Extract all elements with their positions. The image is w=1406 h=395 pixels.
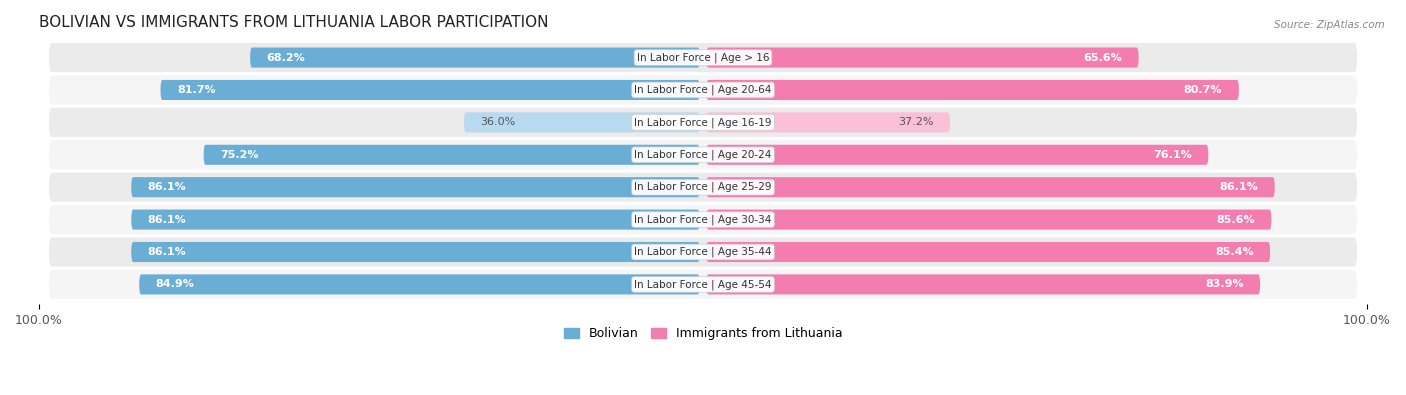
Text: In Labor Force | Age 30-34: In Labor Force | Age 30-34 xyxy=(634,214,772,225)
Legend: Bolivian, Immigrants from Lithuania: Bolivian, Immigrants from Lithuania xyxy=(558,322,848,346)
Text: In Labor Force | Age 20-64: In Labor Force | Age 20-64 xyxy=(634,85,772,95)
Text: In Labor Force | Age 20-24: In Labor Force | Age 20-24 xyxy=(634,150,772,160)
FancyBboxPatch shape xyxy=(706,209,1271,229)
FancyBboxPatch shape xyxy=(49,140,1357,169)
Text: 75.2%: 75.2% xyxy=(221,150,259,160)
Text: 80.7%: 80.7% xyxy=(1184,85,1222,95)
Text: BOLIVIAN VS IMMIGRANTS FROM LITHUANIA LABOR PARTICIPATION: BOLIVIAN VS IMMIGRANTS FROM LITHUANIA LA… xyxy=(39,15,548,30)
Text: 76.1%: 76.1% xyxy=(1153,150,1192,160)
Text: In Labor Force | Age > 16: In Labor Force | Age > 16 xyxy=(637,52,769,63)
Text: In Labor Force | Age 45-54: In Labor Force | Age 45-54 xyxy=(634,279,772,290)
FancyBboxPatch shape xyxy=(49,108,1357,137)
FancyBboxPatch shape xyxy=(49,173,1357,202)
FancyBboxPatch shape xyxy=(706,242,1270,262)
FancyBboxPatch shape xyxy=(131,209,700,229)
FancyBboxPatch shape xyxy=(49,237,1357,267)
FancyBboxPatch shape xyxy=(160,80,700,100)
Text: 85.4%: 85.4% xyxy=(1215,247,1254,257)
FancyBboxPatch shape xyxy=(49,75,1357,105)
Text: 86.1%: 86.1% xyxy=(148,182,187,192)
Text: 83.9%: 83.9% xyxy=(1205,279,1243,290)
Text: 81.7%: 81.7% xyxy=(177,85,215,95)
FancyBboxPatch shape xyxy=(139,275,700,294)
Text: In Labor Force | Age 25-29: In Labor Force | Age 25-29 xyxy=(634,182,772,192)
FancyBboxPatch shape xyxy=(49,205,1357,234)
FancyBboxPatch shape xyxy=(706,145,1208,165)
FancyBboxPatch shape xyxy=(131,242,700,262)
Text: 68.2%: 68.2% xyxy=(267,53,305,62)
Text: 84.9%: 84.9% xyxy=(156,279,194,290)
Text: Source: ZipAtlas.com: Source: ZipAtlas.com xyxy=(1274,20,1385,30)
Text: In Labor Force | Age 16-19: In Labor Force | Age 16-19 xyxy=(634,117,772,128)
FancyBboxPatch shape xyxy=(204,145,700,165)
FancyBboxPatch shape xyxy=(49,43,1357,72)
FancyBboxPatch shape xyxy=(464,112,700,132)
Text: 37.2%: 37.2% xyxy=(898,117,934,127)
Text: 85.6%: 85.6% xyxy=(1216,214,1254,225)
FancyBboxPatch shape xyxy=(706,275,1260,294)
Text: 36.0%: 36.0% xyxy=(481,117,516,127)
Text: 86.1%: 86.1% xyxy=(148,247,187,257)
Text: 65.6%: 65.6% xyxy=(1083,53,1122,62)
FancyBboxPatch shape xyxy=(706,177,1275,197)
FancyBboxPatch shape xyxy=(250,47,700,68)
Text: 86.1%: 86.1% xyxy=(1219,182,1258,192)
FancyBboxPatch shape xyxy=(706,112,950,132)
FancyBboxPatch shape xyxy=(706,47,1139,68)
Text: 86.1%: 86.1% xyxy=(148,214,187,225)
Text: In Labor Force | Age 35-44: In Labor Force | Age 35-44 xyxy=(634,247,772,257)
FancyBboxPatch shape xyxy=(131,177,700,197)
FancyBboxPatch shape xyxy=(49,270,1357,299)
FancyBboxPatch shape xyxy=(706,80,1239,100)
